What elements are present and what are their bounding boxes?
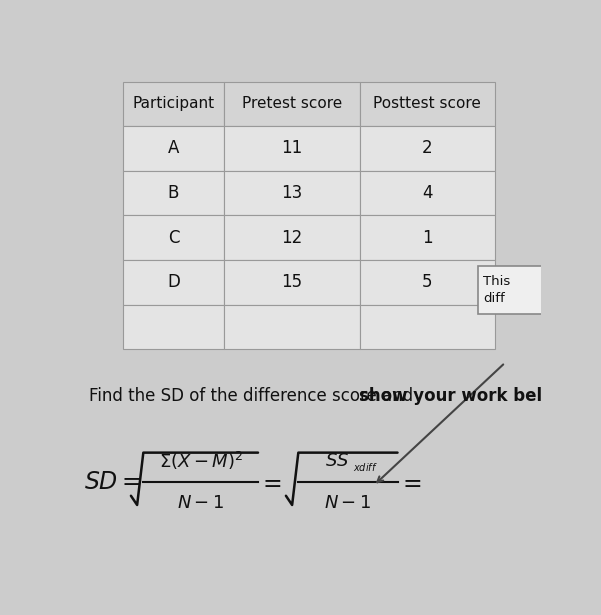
- Bar: [123, 126, 224, 171]
- Text: $N - 1$: $N - 1$: [177, 494, 224, 512]
- Bar: [359, 305, 495, 349]
- Bar: [359, 215, 495, 260]
- Bar: [359, 260, 495, 305]
- Text: C: C: [168, 229, 179, 247]
- Text: 13: 13: [281, 184, 302, 202]
- Text: Posttest score: Posttest score: [373, 97, 481, 111]
- Text: Pretest score: Pretest score: [242, 97, 342, 111]
- Bar: [123, 171, 224, 215]
- Bar: [123, 260, 224, 305]
- Bar: [224, 260, 359, 305]
- Bar: [224, 171, 359, 215]
- Bar: [123, 305, 224, 349]
- Text: $SS$: $SS$: [325, 452, 349, 470]
- Text: D: D: [167, 274, 180, 292]
- Text: 1: 1: [422, 229, 433, 247]
- Bar: [224, 126, 359, 171]
- Text: $SD =$: $SD =$: [84, 470, 141, 494]
- Text: Participant: Participant: [132, 97, 215, 111]
- Bar: [224, 305, 359, 349]
- Bar: [224, 215, 359, 260]
- Text: 11: 11: [281, 140, 302, 157]
- Bar: [478, 266, 542, 314]
- Bar: [224, 82, 359, 126]
- Text: 2: 2: [422, 140, 433, 157]
- Text: diff: diff: [483, 292, 504, 305]
- Text: $=$: $=$: [258, 470, 282, 494]
- Bar: [123, 215, 224, 260]
- Text: 5: 5: [422, 274, 433, 292]
- Text: Find the SD of the difference score and: Find the SD of the difference score and: [89, 387, 418, 405]
- Bar: [359, 171, 495, 215]
- Bar: [123, 82, 224, 126]
- Text: B: B: [168, 184, 179, 202]
- Text: A: A: [168, 140, 179, 157]
- Text: show your work bel: show your work bel: [359, 387, 542, 405]
- Text: 4: 4: [422, 184, 433, 202]
- Text: $\Sigma(X - M)^2$: $\Sigma(X - M)^2$: [159, 450, 243, 472]
- Text: $_{xdiff}$: $_{xdiff}$: [353, 459, 377, 474]
- Text: This: This: [483, 275, 514, 288]
- Text: 15: 15: [281, 274, 302, 292]
- Text: 12: 12: [281, 229, 302, 247]
- Bar: [359, 82, 495, 126]
- Bar: [359, 126, 495, 171]
- Text: $N - 1$: $N - 1$: [325, 494, 371, 512]
- Text: $=$: $=$: [398, 470, 422, 494]
